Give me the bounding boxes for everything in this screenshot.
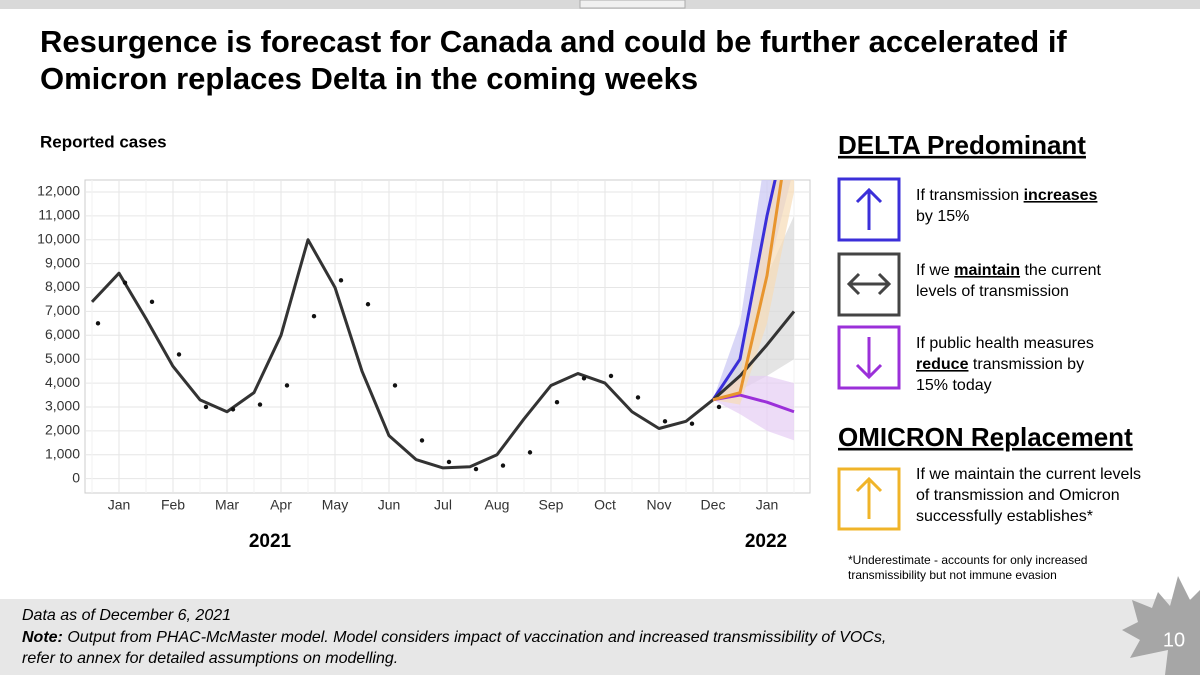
footer-date: Data as of December 6, 2021 bbox=[22, 607, 231, 624]
x-tick-label: Apr bbox=[270, 497, 292, 513]
x-tick-label: Sep bbox=[539, 497, 564, 513]
data-point bbox=[689, 421, 695, 426]
y-tick-label: 2,000 bbox=[45, 422, 80, 438]
data-point bbox=[446, 459, 452, 465]
y-tick-label: 4,000 bbox=[45, 374, 80, 390]
data-point bbox=[203, 404, 209, 410]
y-tick-label: 9,000 bbox=[45, 254, 80, 270]
title: Omicron replaces Delta in the coming wee… bbox=[40, 61, 698, 96]
data-point bbox=[149, 299, 155, 305]
data-point bbox=[95, 321, 101, 326]
footnote: *Underestimate - accounts for only incre… bbox=[848, 553, 1087, 567]
data-point bbox=[338, 278, 344, 283]
series-line bbox=[711, 180, 777, 401]
footnote: transmissibility but not immune evasion bbox=[848, 568, 1057, 582]
data-point bbox=[257, 402, 263, 407]
x-tick-label: Jan bbox=[108, 497, 131, 513]
footer-band bbox=[0, 599, 1200, 675]
data-point bbox=[284, 383, 290, 388]
data-point bbox=[473, 466, 479, 472]
data-point bbox=[716, 404, 722, 410]
data-point bbox=[527, 450, 533, 455]
legend-text: of transmission and Omicron bbox=[916, 487, 1120, 504]
data-point bbox=[176, 352, 182, 357]
data-point bbox=[122, 280, 128, 285]
plot-area bbox=[84, 179, 811, 494]
y-tick-label: 0 bbox=[72, 469, 80, 485]
x-tick-label: Jan bbox=[756, 497, 779, 513]
series-line bbox=[712, 310, 796, 401]
x-tick-label: Jul bbox=[434, 497, 452, 513]
legend-text: If public health measures bbox=[916, 335, 1094, 352]
legend-icon bbox=[837, 177, 901, 531]
legend-text: by 15% bbox=[916, 208, 969, 225]
x-tick-label: Mar bbox=[215, 497, 239, 513]
x-tick-label: Aug bbox=[485, 497, 510, 513]
x-tick-label: Feb bbox=[161, 497, 185, 513]
year-label: 2022 bbox=[745, 531, 787, 552]
data-point bbox=[662, 419, 668, 424]
y-tick-label: 1,000 bbox=[45, 445, 80, 461]
page-number: 10 bbox=[1163, 629, 1185, 651]
year-label: 2021 bbox=[249, 531, 292, 552]
legend-text: levels of transmission bbox=[916, 283, 1069, 300]
y-axis-label: Reported cases bbox=[40, 132, 167, 151]
legend-heading: DELTA Predominant bbox=[838, 130, 1086, 160]
legend-text: reduce transmission by bbox=[916, 356, 1084, 373]
x-tick-label: Dec bbox=[701, 497, 726, 513]
footer-note: refer to annex for detailed assumptions … bbox=[22, 650, 398, 667]
x-tick-label: Jun bbox=[378, 497, 401, 513]
legend-text: If we maintain the current levels bbox=[916, 466, 1141, 483]
y-tick-label: 3,000 bbox=[45, 398, 80, 414]
data-point bbox=[500, 463, 506, 468]
data-point bbox=[419, 438, 425, 443]
legend-text: successfully establishes* bbox=[916, 508, 1093, 525]
y-tick-label: 7,000 bbox=[45, 302, 80, 318]
y-tick-label: 6,000 bbox=[45, 326, 80, 342]
y-tick-label: 8,000 bbox=[45, 278, 80, 294]
y-tick-label: 11,000 bbox=[38, 207, 80, 223]
data-point bbox=[635, 395, 641, 400]
x-tick-label: Oct bbox=[594, 497, 616, 513]
legend-text: If transmission increases bbox=[916, 187, 1098, 204]
y-tick-label: 12,000 bbox=[37, 183, 80, 199]
data-point bbox=[230, 407, 236, 412]
series-line bbox=[712, 180, 783, 402]
x-tick-label: May bbox=[322, 497, 348, 513]
y-tick-label: 5,000 bbox=[45, 350, 80, 366]
maple-leaf bbox=[1122, 576, 1200, 675]
data-point bbox=[608, 373, 614, 379]
footer-note: Note: Output from PHAC-McMaster model. M… bbox=[22, 629, 886, 646]
legend-text: 15% today bbox=[916, 377, 992, 394]
data-point bbox=[365, 302, 371, 307]
title: Resurgence is forecast for Canada and co… bbox=[40, 24, 1067, 59]
legend-text: If we maintain the current bbox=[916, 262, 1102, 279]
series-line bbox=[90, 238, 714, 470]
data-point bbox=[554, 400, 560, 405]
y-tick-label: 10,000 bbox=[37, 230, 80, 246]
data-point bbox=[311, 313, 317, 319]
legend-heading: OMICRON Replacement bbox=[838, 422, 1133, 452]
zoom-select[interactable] bbox=[579, 0, 686, 9]
x-tick-label: Nov bbox=[647, 497, 672, 513]
data-point bbox=[581, 376, 587, 381]
data-point bbox=[392, 383, 398, 388]
